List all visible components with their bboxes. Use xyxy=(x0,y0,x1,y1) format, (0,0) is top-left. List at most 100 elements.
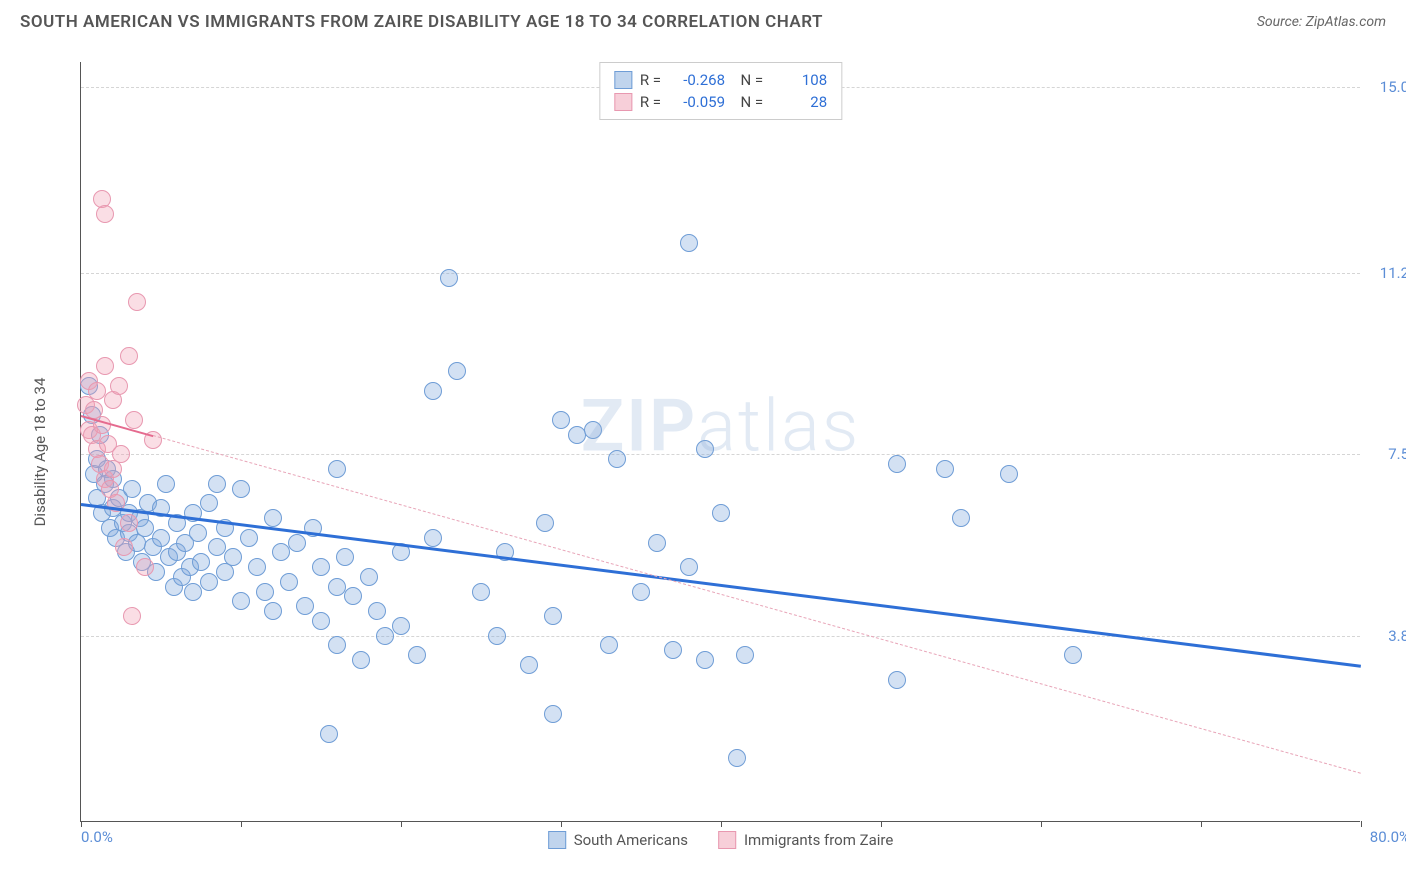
scatter-point xyxy=(232,480,250,498)
x-tick-mark xyxy=(1041,821,1042,827)
scatter-point xyxy=(600,636,618,654)
scatter-point xyxy=(152,529,170,547)
scatter-point xyxy=(208,475,226,493)
x-tick-mark xyxy=(1201,821,1202,827)
scatter-point xyxy=(136,558,154,576)
x-axis-min-label: 0.0% xyxy=(81,828,113,846)
scatter-point xyxy=(312,612,330,630)
x-tick-mark xyxy=(1361,821,1362,827)
scatter-point xyxy=(328,636,346,654)
scatter-point xyxy=(115,538,133,556)
scatter-point xyxy=(272,543,290,561)
correlation-legend: R = -0.268 N = 108 R = -0.059 N = 28 xyxy=(599,62,842,120)
scatter-point xyxy=(552,411,570,429)
chart-source: Source: ZipAtlas.com xyxy=(1257,14,1386,30)
chart-title: SOUTH AMERICAN VS IMMIGRANTS FROM ZAIRE … xyxy=(20,12,823,32)
y-tick-label: 7.5% xyxy=(1388,445,1406,463)
scatter-point xyxy=(336,548,354,566)
scatter-point xyxy=(110,377,128,395)
x-tick-mark xyxy=(401,821,402,827)
scatter-point xyxy=(360,568,378,586)
scatter-point xyxy=(200,573,218,591)
scatter-point xyxy=(448,362,466,380)
scatter-point xyxy=(328,578,346,596)
y-tick-label: 3.8% xyxy=(1388,627,1406,645)
scatter-point xyxy=(96,357,114,375)
scatter-point xyxy=(952,509,970,527)
gridline xyxy=(81,273,1360,274)
gridline xyxy=(81,636,1360,637)
series-legend: South Americans Immigrants from Zaire xyxy=(548,831,894,849)
scatter-point xyxy=(248,558,266,576)
x-axis-max-label: 80.0% xyxy=(1370,828,1406,846)
scatter-point xyxy=(128,293,146,311)
scatter-point xyxy=(632,583,650,601)
scatter-point xyxy=(264,509,282,527)
legend-swatch-pink-icon xyxy=(718,831,736,849)
scatter-point xyxy=(123,607,141,625)
scatter-point xyxy=(288,534,306,552)
scatter-point xyxy=(200,494,218,512)
chart-header: SOUTH AMERICAN VS IMMIGRANTS FROM ZAIRE … xyxy=(0,0,1406,44)
scatter-point xyxy=(136,519,154,537)
scatter-point xyxy=(368,602,386,620)
scatter-point xyxy=(648,534,666,552)
scatter-point xyxy=(408,646,426,664)
x-tick-mark xyxy=(81,821,82,827)
scatter-point xyxy=(224,548,242,566)
scatter-point xyxy=(392,617,410,635)
x-tick-mark xyxy=(241,821,242,827)
scatter-point xyxy=(125,411,143,429)
scatter-point xyxy=(736,646,754,664)
chart-container: Disability Age 18 to 34 ZIPatlas R = -0.… xyxy=(50,52,1390,852)
scatter-point xyxy=(680,558,698,576)
scatter-point xyxy=(520,656,538,674)
scatter-point xyxy=(424,529,442,547)
y-tick-label: 11.2% xyxy=(1380,264,1406,282)
scatter-point xyxy=(189,524,207,542)
scatter-point xyxy=(680,234,698,252)
y-tick-label: 15.0% xyxy=(1380,78,1406,96)
scatter-point xyxy=(1000,465,1018,483)
scatter-point xyxy=(440,269,458,287)
scatter-point xyxy=(208,538,226,556)
scatter-point xyxy=(96,205,114,223)
legend-item-zaire: Immigrants from Zaire xyxy=(718,831,893,849)
scatter-point xyxy=(240,529,258,547)
scatter-point xyxy=(264,602,282,620)
scatter-point xyxy=(888,455,906,473)
x-tick-mark xyxy=(881,821,882,827)
scatter-point xyxy=(424,382,442,400)
plot-area: ZIPatlas R = -0.268 N = 108 R = -0.059 N… xyxy=(80,62,1360,822)
scatter-point xyxy=(608,450,626,468)
scatter-point xyxy=(1064,646,1082,664)
scatter-point xyxy=(280,573,298,591)
x-tick-mark xyxy=(561,821,562,827)
scatter-point xyxy=(712,504,730,522)
scatter-point xyxy=(120,514,138,532)
scatter-point xyxy=(488,627,506,645)
scatter-point xyxy=(472,583,490,601)
legend-swatch-pink xyxy=(614,93,632,111)
scatter-point xyxy=(696,440,714,458)
scatter-point xyxy=(320,725,338,743)
legend-swatch-blue-icon xyxy=(548,831,566,849)
scatter-point xyxy=(696,651,714,669)
scatter-point xyxy=(184,583,202,601)
scatter-point xyxy=(123,480,141,498)
legend-swatch-blue xyxy=(614,71,632,89)
scatter-point xyxy=(664,641,682,659)
legend-row-blue: R = -0.268 N = 108 xyxy=(614,69,827,91)
y-axis-label: Disability Age 18 to 34 xyxy=(31,378,49,527)
scatter-point xyxy=(157,475,175,493)
scatter-point xyxy=(536,514,554,532)
scatter-point xyxy=(328,460,346,478)
scatter-point xyxy=(376,627,394,645)
scatter-point xyxy=(256,583,274,601)
scatter-point xyxy=(112,445,130,463)
scatter-point xyxy=(344,587,362,605)
trend-line xyxy=(81,503,1361,668)
scatter-point xyxy=(936,460,954,478)
gridline xyxy=(81,454,1360,455)
legend-item-south-americans: South Americans xyxy=(548,831,688,849)
